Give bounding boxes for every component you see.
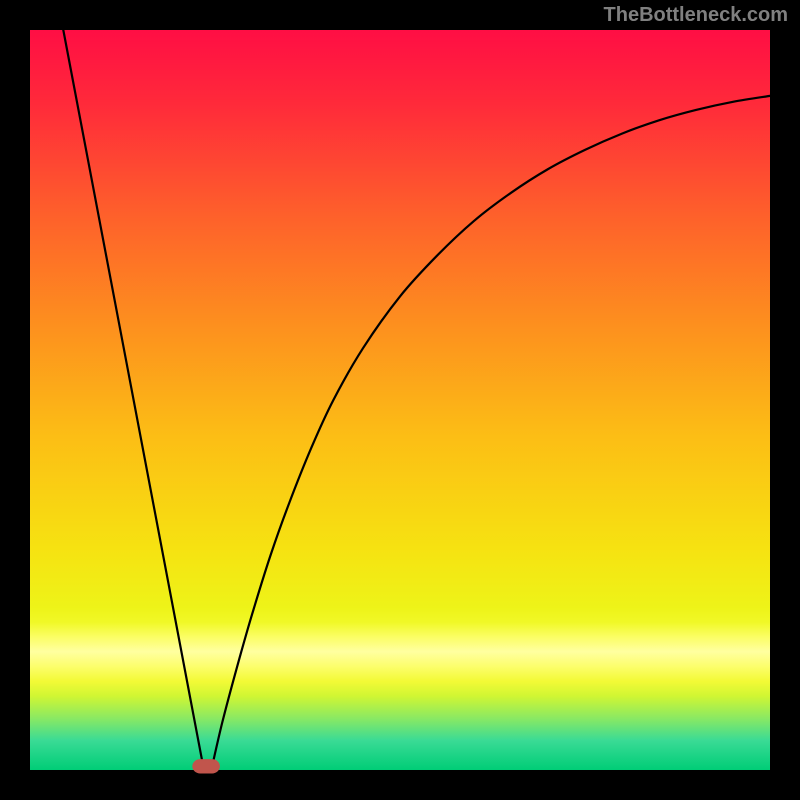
minimum-marker	[193, 760, 220, 773]
plot-area	[30, 30, 770, 770]
watermark-text: TheBottleneck.com	[604, 4, 788, 27]
chart-container: { "watermark": { "text": "TheBottleneck.…	[0, 0, 800, 800]
bottleneck-chart	[0, 0, 800, 800]
